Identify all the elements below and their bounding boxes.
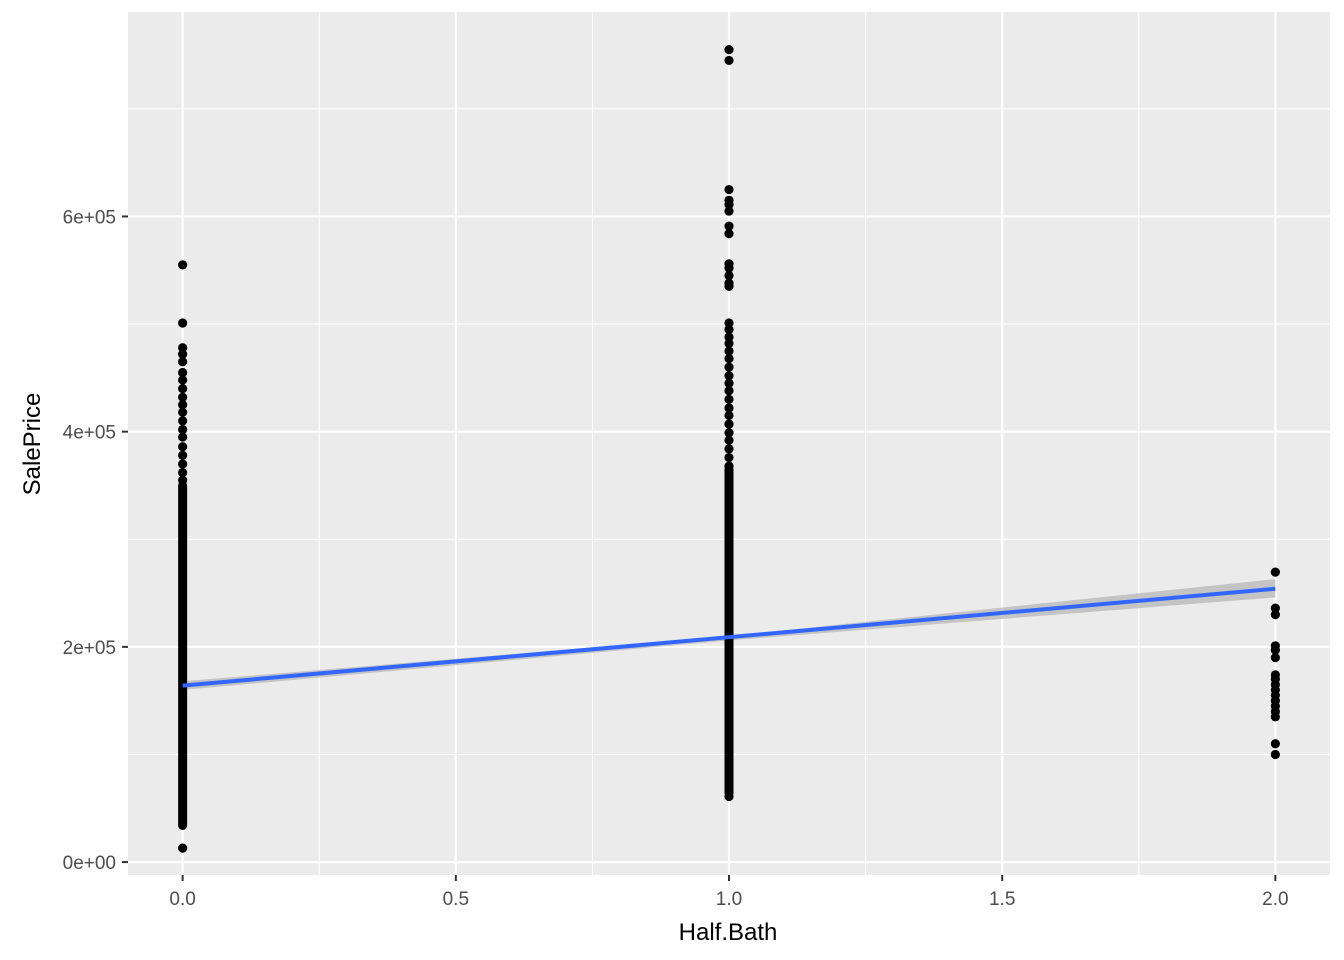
data-point [724,362,734,372]
data-point [1270,645,1280,655]
data-point [1270,712,1280,722]
y-tick-label: 6e+05 [63,207,116,228]
data-point [724,206,734,216]
x-tick-label: 1.5 [989,889,1015,910]
x-tick-label: 0.0 [169,889,195,910]
data-point [178,432,188,442]
y-tick-label: 0e+00 [63,853,116,874]
data-point [724,419,734,429]
data-point [178,475,188,485]
points-layer [178,45,1280,853]
data-point [724,353,734,364]
data-point [178,407,188,417]
data-point [178,424,188,435]
data-point [724,378,734,388]
data-point [178,349,188,359]
data-point [724,318,734,328]
data-point [1270,749,1280,760]
data-point [724,184,734,195]
data-point [724,221,734,231]
data-point [724,410,734,421]
data-point [178,459,188,469]
data-point [724,435,734,445]
x-axis-ticks: 0.0 0.5 1.0 1.5 2.0 [169,875,1289,910]
data-point [1270,609,1280,620]
data-point [724,428,734,438]
data-point [724,452,734,463]
y-axis-title: SalePrice [19,393,46,496]
data-point [178,260,188,270]
data-point [178,375,188,385]
data-point [178,367,188,378]
data-point [178,392,188,402]
x-tick-label: 0.5 [443,889,469,910]
data-point [724,229,734,239]
data-point [724,263,734,273]
data-point [178,318,188,328]
data-point [724,386,734,396]
y-tick-label: 2e+05 [63,638,116,659]
data-point [178,450,188,460]
data-point [724,271,734,281]
data-point [724,45,734,55]
trend-line-layer [182,586,1276,688]
data-point [724,338,734,349]
data-point [724,200,734,210]
y-axis-ticks: 0e+00 2e+05 4e+05 6e+05 [63,207,128,874]
data-point [178,357,188,367]
trend-line [182,586,1276,688]
x-axis-title: Half.Bath [679,919,778,946]
data-point [178,384,188,394]
data-point [724,371,734,381]
data-point [724,332,734,342]
data-point [178,400,188,410]
data-point [1270,603,1280,613]
data-point [724,403,734,413]
data-point [724,55,734,66]
data-point [178,467,188,478]
data-point [178,843,188,853]
data-point [178,416,188,426]
data-point [724,281,734,291]
data-point [1270,739,1280,749]
data-point [724,394,734,404]
data-point [724,791,734,802]
data-point [724,444,734,454]
x-tick-label: 2.0 [1262,889,1288,910]
data-point [178,442,188,452]
data-point [178,343,188,353]
data-point [724,324,734,335]
data-point [1270,653,1280,663]
data-point [724,461,734,471]
data-point [1270,567,1280,577]
x-tick-label: 1.0 [716,889,742,910]
data-point [724,346,734,356]
y-tick-label: 4e+05 [63,423,116,444]
